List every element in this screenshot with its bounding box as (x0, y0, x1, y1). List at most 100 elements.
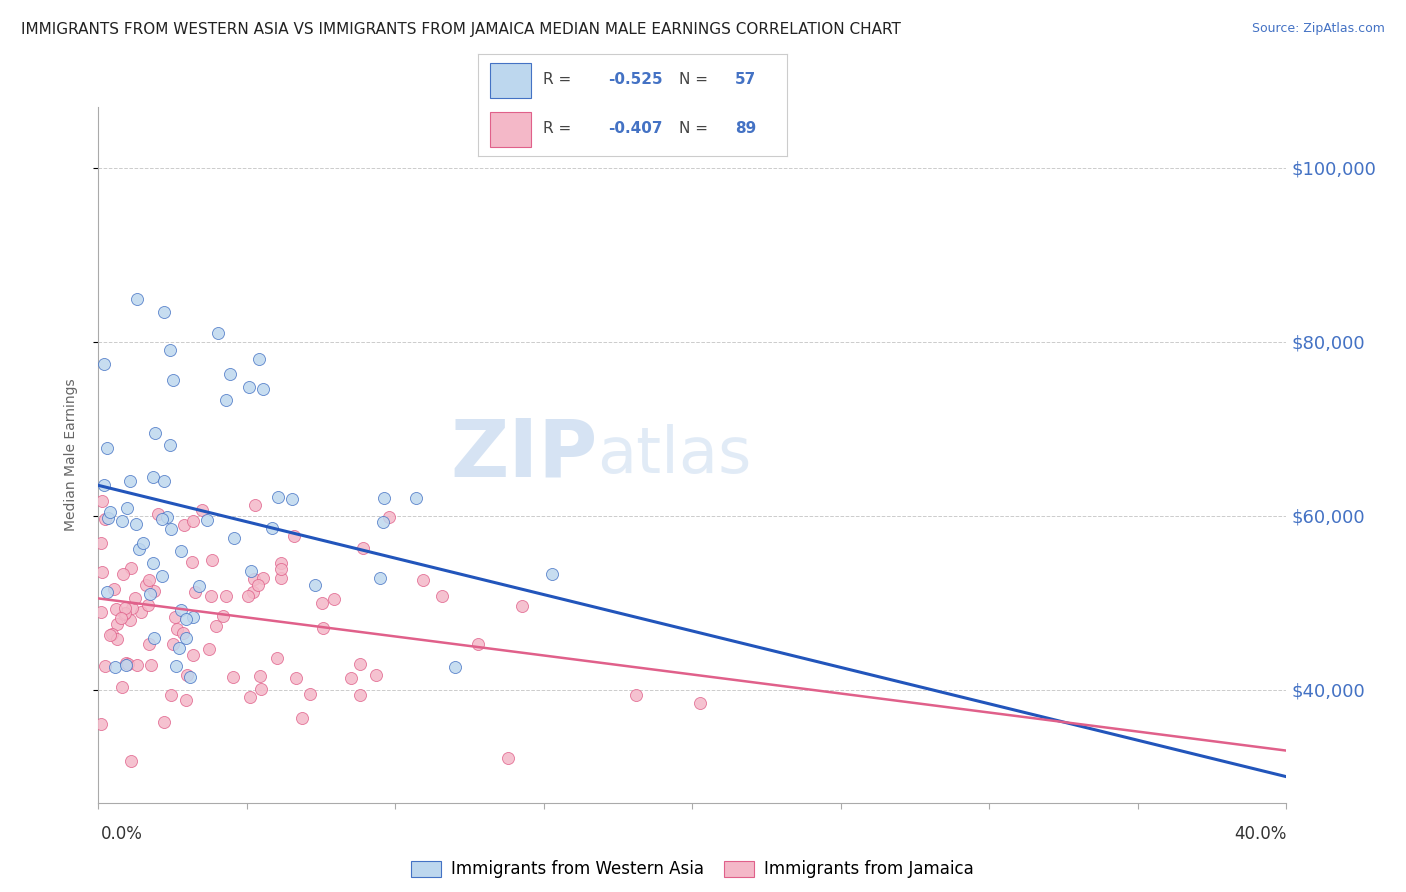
Point (91, 494, 114, 508)
Point (349, 657, 371, 672)
Point (283, 529, 305, 543)
Point (270, 562, 292, 576)
Point (135, 578, 157, 592)
Point (93, 357, 115, 371)
Text: ZIP: ZIP (450, 416, 598, 494)
Y-axis label: Median Male Earnings: Median Male Earnings (63, 378, 77, 532)
Point (101, 627, 124, 641)
Point (267, 490, 290, 504)
Point (145, 426, 167, 441)
Point (252, 383, 274, 397)
Point (166, 622, 188, 636)
Point (139, 658, 162, 673)
Point (153, 715, 176, 730)
Point (111, 680, 134, 694)
Point (304, 578, 326, 592)
Point (118, 614, 141, 628)
Point (142, 584, 165, 599)
Text: -0.407: -0.407 (607, 121, 662, 136)
Point (352, 541, 374, 556)
Point (266, 651, 288, 665)
Point (212, 608, 235, 623)
Point (124, 516, 146, 531)
Legend: Immigrants from Western Asia, Immigrants from Jamaica: Immigrants from Western Asia, Immigrants… (405, 854, 980, 885)
FancyBboxPatch shape (491, 62, 530, 97)
Text: 57: 57 (735, 72, 756, 87)
Point (93, 659, 115, 673)
Point (152, 305, 174, 319)
Point (240, 564, 263, 578)
Point (249, 668, 271, 682)
Point (467, 637, 489, 651)
Point (118, 475, 141, 489)
Point (176, 667, 198, 681)
Point (167, 641, 190, 656)
Text: 89: 89 (735, 121, 756, 136)
Point (218, 368, 240, 382)
Point (172, 626, 194, 640)
Point (285, 671, 308, 685)
Point (165, 659, 187, 673)
Point (242, 585, 264, 599)
Point (90, 716, 112, 731)
Point (245, 498, 267, 512)
Point (281, 491, 304, 506)
Point (323, 591, 346, 606)
Point (150, 568, 173, 582)
Point (270, 571, 292, 585)
Point (215, 589, 238, 603)
Point (156, 510, 179, 524)
Point (181, 555, 204, 569)
Point (184, 585, 207, 599)
Point (93, 512, 115, 526)
Point (176, 631, 198, 645)
Point (121, 755, 143, 769)
Point (142, 556, 165, 570)
Point (207, 326, 229, 341)
Point (160, 522, 183, 536)
Text: 40.0%: 40.0% (1234, 825, 1286, 843)
Point (373, 515, 395, 529)
Point (165, 609, 187, 624)
Point (98, 505, 121, 519)
Point (412, 574, 434, 588)
Point (90, 565, 112, 579)
Point (262, 521, 284, 535)
Point (170, 544, 193, 558)
Text: R =: R = (543, 72, 576, 87)
Point (291, 711, 314, 725)
Point (111, 566, 134, 581)
Point (624, 688, 647, 702)
Point (117, 657, 139, 671)
Point (510, 599, 533, 613)
Point (128, 542, 150, 557)
Point (238, 380, 260, 394)
Point (243, 573, 266, 587)
Point (115, 500, 138, 515)
Point (114, 658, 136, 673)
Text: N =: N = (679, 121, 713, 136)
Point (129, 605, 152, 619)
Point (114, 607, 136, 621)
Point (136, 598, 159, 612)
Point (110, 611, 132, 625)
Point (146, 507, 169, 521)
Point (188, 579, 211, 593)
Point (174, 693, 197, 707)
Point (170, 603, 193, 617)
Point (366, 668, 388, 682)
Point (90, 535, 112, 549)
Point (197, 641, 219, 656)
Point (201, 553, 224, 567)
Point (105, 617, 128, 632)
Point (181, 648, 204, 662)
Point (138, 636, 160, 650)
Point (153, 474, 176, 488)
Point (197, 514, 219, 528)
Point (127, 658, 149, 673)
Point (121, 601, 143, 615)
Point (179, 670, 201, 684)
Point (249, 681, 271, 696)
Point (443, 659, 465, 673)
FancyBboxPatch shape (491, 112, 530, 147)
